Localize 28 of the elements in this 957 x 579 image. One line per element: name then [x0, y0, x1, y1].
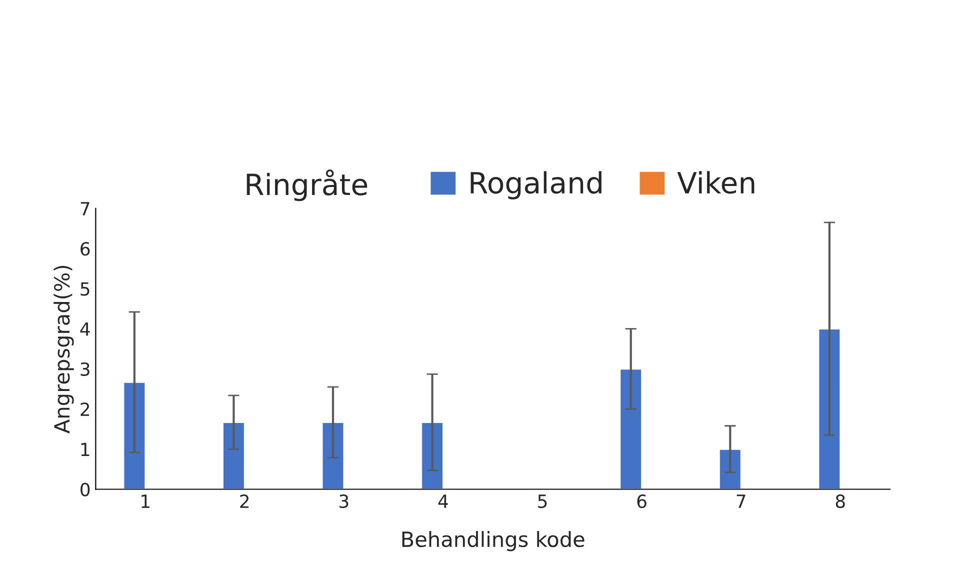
- bar: [818, 328, 842, 490]
- x-tick-label: 6: [637, 494, 646, 508]
- y-tick-label: 1: [81, 442, 90, 456]
- y-tick-label: 4: [80, 322, 90, 336]
- x-axis-title: Behandlings kode: [402, 531, 584, 552]
- x-tick-label: 8: [836, 494, 845, 508]
- y-axis-title: Angrepsgrad(%): [54, 266, 74, 434]
- y-tick-label: 2: [80, 402, 90, 416]
- bar: [718, 448, 742, 490]
- y-tick-label: 7: [80, 202, 90, 216]
- y-tick-label: 0: [80, 482, 90, 496]
- x-tick-label: 1: [142, 494, 150, 508]
- legend-label: Rogaland: [470, 171, 602, 200]
- chart-title: Ringråte: [246, 169, 368, 202]
- x-tick-label: 7: [736, 494, 746, 508]
- bar: [122, 381, 146, 490]
- y-tick-label: 6: [80, 242, 90, 256]
- x-tick-label: 3: [340, 494, 348, 508]
- bar: [321, 422, 345, 490]
- bar: [619, 368, 642, 490]
- x-tick-label: 2: [240, 494, 249, 508]
- legend-label: Viken: [677, 171, 754, 194]
- x-tick-label: 5: [538, 494, 547, 508]
- y-tick-label: 3: [80, 362, 90, 376]
- bar: [420, 422, 444, 490]
- y-tick-label: 5: [80, 282, 90, 296]
- x-tick-label: 4: [438, 494, 448, 508]
- bar: [222, 422, 246, 490]
